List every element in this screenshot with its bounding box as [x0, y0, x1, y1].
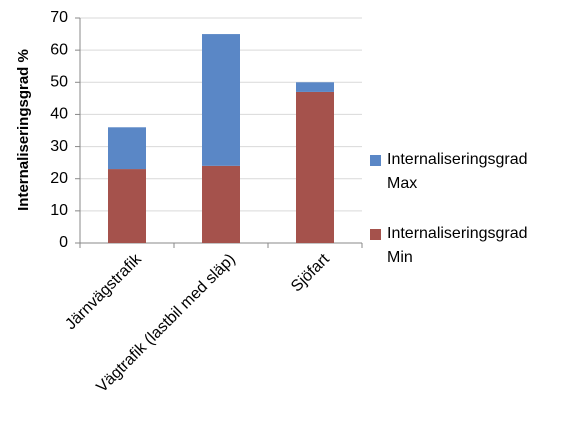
y-tick-label: 60 — [50, 41, 68, 58]
y-axis-title: Internaliseringsgrad % — [15, 49, 32, 211]
y-tick-label: 20 — [50, 170, 68, 187]
y-tick-label: 30 — [50, 138, 68, 155]
legend-swatch — [370, 155, 381, 166]
legend-label: Internaliseringsgrad Min — [387, 225, 528, 266]
y-tick-label: 40 — [50, 106, 68, 123]
bar-segment — [202, 34, 240, 166]
bar-segment — [296, 91, 334, 243]
bar-segment — [296, 82, 334, 92]
y-tick-label: 0 — [59, 234, 68, 251]
legend-swatch — [370, 229, 381, 240]
bar-segment — [202, 165, 240, 243]
y-tick-label: 10 — [50, 202, 68, 219]
x-tick-label: Järnvägstrafik — [62, 250, 145, 333]
y-tick-label: 50 — [50, 74, 68, 91]
y-tick-label: 70 — [50, 9, 68, 26]
x-tick-label: Sjöfart — [288, 250, 333, 295]
bar-segment — [108, 127, 146, 170]
legend-item: Internaliseringsgrad Min — [370, 222, 560, 270]
legend-item: Internaliseringsgrad Max — [370, 148, 560, 196]
bar-segment — [108, 169, 146, 243]
legend-label: Internaliseringsgrad Max — [387, 151, 528, 192]
